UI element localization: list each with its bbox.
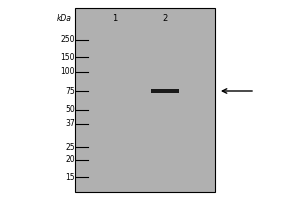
Text: 2: 2 — [162, 14, 168, 23]
Text: 150: 150 — [61, 52, 75, 62]
Text: 100: 100 — [61, 68, 75, 76]
Text: kDa: kDa — [57, 14, 72, 23]
Text: 37: 37 — [65, 119, 75, 129]
Bar — [75, 8, 215, 192]
Text: 25: 25 — [65, 142, 75, 152]
Text: 15: 15 — [65, 172, 75, 182]
Text: 1: 1 — [112, 14, 118, 23]
Text: 75: 75 — [65, 86, 75, 96]
Text: 250: 250 — [61, 36, 75, 45]
Text: 50: 50 — [65, 106, 75, 114]
Bar — [151, 89, 179, 93]
Text: 20: 20 — [65, 156, 75, 164]
